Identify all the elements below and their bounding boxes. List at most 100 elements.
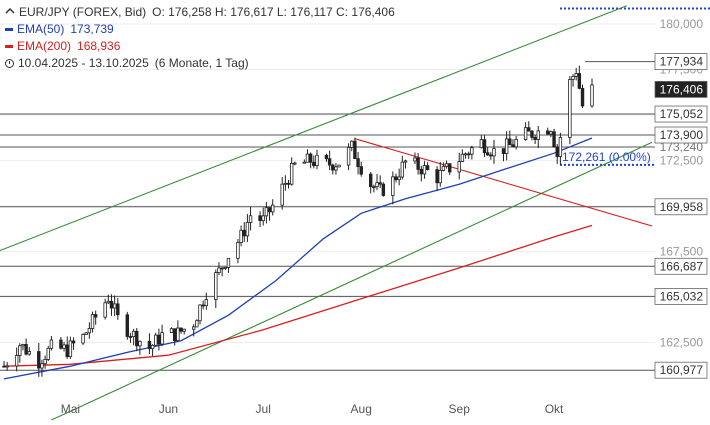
- candle-body: [242, 229, 246, 237]
- legend: EUR/JPY (FOREX, Bid) O: 176,258 H: 176,6…: [5, 4, 395, 72]
- candle-body: [214, 272, 218, 300]
- candle-body: [356, 158, 360, 168]
- level-label-bg: [654, 53, 708, 71]
- axis-layer: 162,500165,000167,500170,000172,500175,0…: [61, 17, 708, 416]
- candle-body: [258, 215, 262, 221]
- level-label-text: 166,687: [660, 259, 704, 273]
- candle-body: [18, 345, 22, 356]
- candle-body: [305, 153, 310, 163]
- candle-body: [574, 73, 578, 77]
- ema200-label: EMA(200): [17, 39, 72, 53]
- candle-body: [40, 363, 44, 369]
- candle-body: [369, 173, 373, 188]
- candle-body: [308, 153, 313, 163]
- candle-body: [106, 300, 111, 304]
- candle-body: [176, 327, 180, 342]
- candle-body: [43, 359, 47, 365]
- candle-body: [558, 137, 563, 157]
- candle-body: [182, 328, 186, 332]
- candle-body: [160, 332, 164, 345]
- y-tick-label: 162,500: [660, 336, 704, 350]
- candle-body: [24, 344, 28, 355]
- candle-body: [403, 160, 408, 163]
- resistance-trendline: [354, 138, 653, 227]
- level-label-text: 173,240: [660, 140, 704, 154]
- candle-body: [71, 340, 76, 344]
- candle-body: [372, 186, 376, 189]
- level-label-text: 165,032: [660, 289, 704, 303]
- period-detail: (6 Monate, 1 Tag): [154, 56, 249, 70]
- candle-body: [283, 182, 288, 185]
- level-label-text: 160,977: [660, 363, 704, 377]
- candle-body: [394, 176, 398, 181]
- candle-body: [536, 130, 540, 140]
- candle-body: [533, 136, 537, 140]
- level-label-text: 177,934: [660, 55, 704, 69]
- candle-body: [577, 73, 582, 89]
- candle-body: [179, 327, 183, 332]
- candle-body: [65, 344, 69, 358]
- level-label-bg: [654, 126, 708, 144]
- candle-body: [501, 148, 506, 154]
- candle-body: [286, 182, 291, 185]
- candle-body: [346, 147, 351, 166]
- candle-body: [523, 127, 528, 140]
- candle-body: [112, 303, 117, 309]
- candle-body: [271, 204, 275, 213]
- legend-ema200-row[interactable]: EMA(200) 168,936: [5, 38, 395, 55]
- candle-body: [350, 140, 354, 148]
- candle-body: [116, 303, 120, 316]
- candle-body: [62, 344, 66, 349]
- candle-body: [169, 328, 174, 333]
- candle-body: [580, 87, 585, 107]
- candle-body: [508, 138, 512, 146]
- candle-body: [413, 157, 417, 162]
- ema50-value: 173,739: [70, 22, 114, 36]
- candle-body: [422, 165, 427, 175]
- candle-body: [125, 314, 129, 337]
- x-tick-label: Aug: [351, 402, 372, 416]
- candle-body: [489, 154, 493, 157]
- collapse-legend-icon[interactable]: [5, 7, 15, 15]
- candle-body: [201, 304, 205, 307]
- candle-body: [14, 355, 19, 367]
- legend-ema50-row[interactable]: EMA(50) 173,739: [5, 21, 395, 38]
- instrument-name: EUR/JPY (FOREX, Bid): [19, 5, 147, 19]
- candle-body: [90, 314, 95, 329]
- candle-body: [419, 168, 423, 175]
- legend-period-row: 10.04.2025 - 13.10.2025 (6 Monate, 1 Tag…: [5, 55, 395, 72]
- ema200-swatch: [5, 45, 13, 48]
- candle-body: [217, 267, 221, 274]
- period-range: 10.04.2025 - 13.10.2025: [18, 56, 149, 70]
- candle-body: [457, 161, 461, 173]
- ema200-value: 168,936: [77, 39, 121, 53]
- candle-body: [68, 340, 73, 358]
- candle-body: [492, 148, 496, 157]
- candles-layer: [2, 65, 594, 377]
- candle-body: [312, 161, 316, 167]
- candle-body: [103, 302, 107, 318]
- candle-body: [37, 351, 41, 369]
- current-price-label-text: 176,406: [660, 82, 704, 96]
- candle-body: [337, 164, 341, 168]
- candle-body: [131, 330, 136, 338]
- current-price-label-bg: [654, 81, 708, 98]
- candle-body: [359, 166, 363, 175]
- candle-body: [128, 336, 133, 338]
- candle-body: [264, 207, 269, 217]
- grid-layer: [0, 23, 655, 343]
- candle-body: [198, 304, 202, 322]
- ema50-line: [3, 137, 593, 380]
- candle-body: [109, 300, 114, 309]
- candle-body: [226, 257, 231, 268]
- candle-body: [400, 161, 405, 178]
- candle-body: [157, 334, 161, 345]
- level-label-bg: [654, 198, 708, 216]
- ema50-label: EMA(50): [17, 22, 65, 36]
- candle-body: [315, 154, 319, 167]
- x-tick-label: Jul: [256, 402, 271, 416]
- candle-body: [261, 215, 265, 221]
- candle-body: [204, 299, 209, 307]
- candle-body: [549, 131, 553, 135]
